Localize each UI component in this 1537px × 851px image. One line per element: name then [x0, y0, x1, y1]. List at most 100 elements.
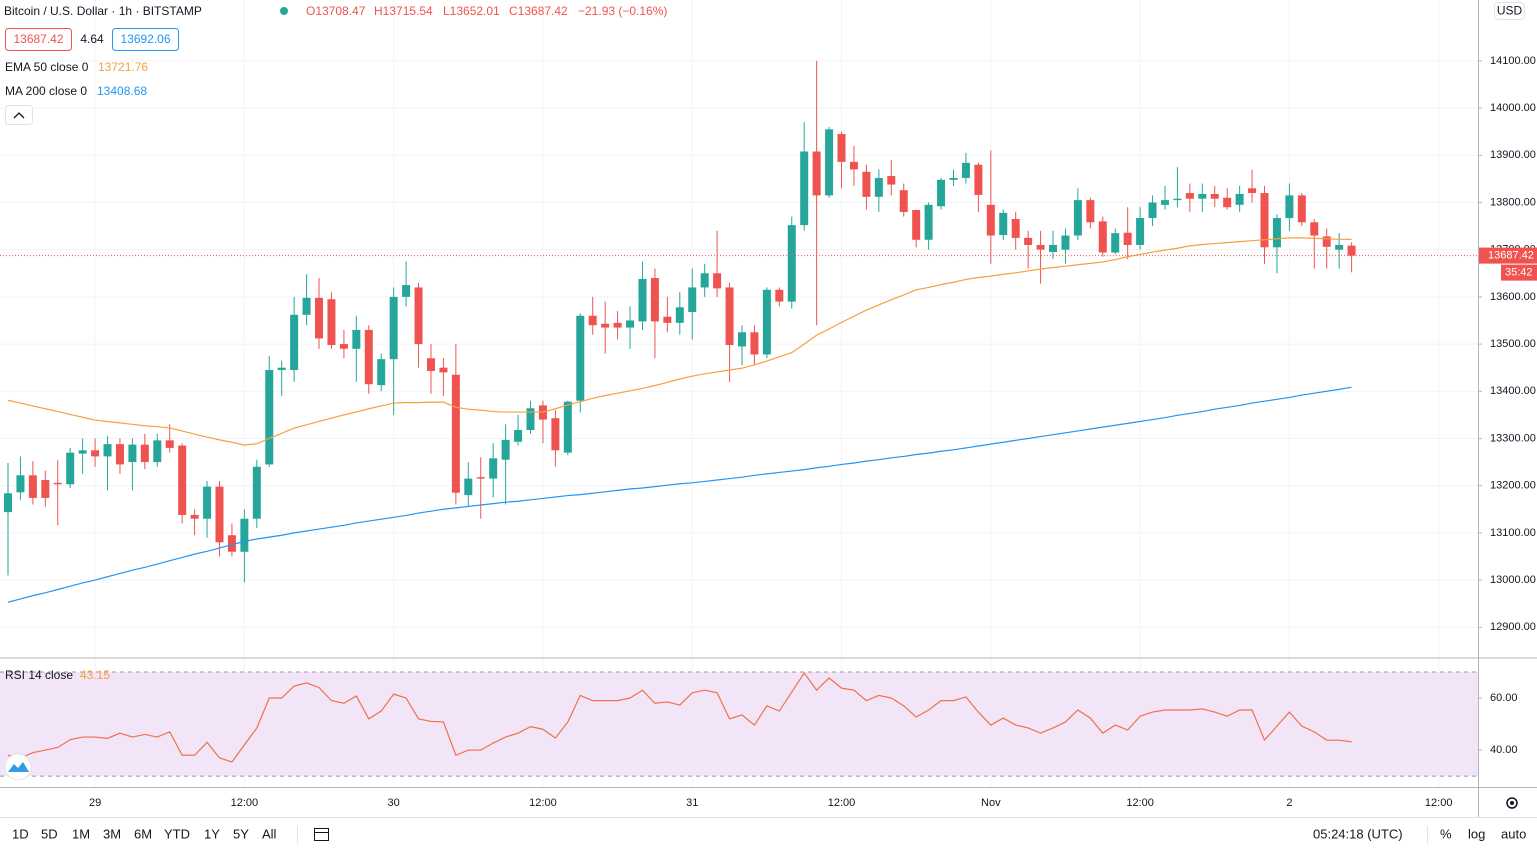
x-tick-label: 12:00	[1126, 797, 1154, 809]
candle-body	[16, 475, 25, 493]
candle-body	[675, 307, 684, 323]
range-button[interactable]: YTD	[164, 826, 190, 841]
candle-body	[825, 129, 834, 196]
ohlc-low: L13652.01	[443, 4, 500, 18]
candle-body	[78, 450, 87, 454]
candle-body	[1185, 193, 1194, 199]
candle-body	[327, 299, 336, 346]
candle-body	[1111, 233, 1120, 253]
y-tick-label: 14100.00	[1490, 55, 1536, 67]
grid	[0, 0, 1478, 787]
x-tick-label: 2	[1286, 797, 1292, 809]
scale-option[interactable]: %	[1440, 826, 1452, 841]
candle-body	[1098, 221, 1107, 253]
range-button[interactable]: 5Y	[233, 826, 249, 841]
countdown: 35:42	[1505, 267, 1533, 279]
candle-body	[1335, 244, 1344, 250]
scale-option[interactable]: auto	[1501, 826, 1526, 841]
candle-body	[451, 374, 460, 493]
currency-box[interactable]	[1494, 2, 1525, 20]
candle-body	[775, 289, 784, 302]
bid-box[interactable]	[5, 28, 72, 51]
candle-body	[364, 329, 373, 385]
candle-body	[1223, 197, 1232, 208]
candle-body	[265, 370, 274, 465]
logo-badge[interactable]	[4, 753, 32, 781]
range-button[interactable]: 1Y	[204, 826, 220, 841]
currency[interactable]: USD	[1497, 4, 1523, 18]
y-tick-label: 13500.00	[1490, 338, 1536, 350]
candle-body	[103, 444, 112, 457]
logo[interactable]	[8, 762, 29, 772]
candle-body	[1148, 202, 1157, 219]
y-tick-label: 13400.00	[1490, 385, 1536, 397]
range-button[interactable]: All	[262, 826, 277, 841]
settings-icon[interactable]	[1506, 797, 1518, 809]
candle-body	[862, 171, 871, 197]
candle-body	[514, 429, 523, 442]
candle-body	[1272, 218, 1281, 248]
candle-body	[912, 210, 921, 240]
candle-body	[1011, 219, 1020, 238]
collapse-button[interactable]	[5, 105, 33, 125]
candle-body	[750, 332, 759, 355]
rsi-legend-name: RSI 14 close	[5, 668, 73, 682]
x-tick-label: 12:00	[1425, 797, 1453, 809]
candle-body	[426, 358, 435, 371]
range-button[interactable]: 1D	[12, 826, 29, 841]
candle-body	[849, 161, 858, 170]
ema-legend-name: EMA 50 close 0	[5, 60, 89, 74]
range-button[interactable]: 5D	[41, 826, 58, 841]
candle-body	[601, 323, 610, 328]
countdown-box	[1501, 264, 1537, 281]
x-tick-label: 12:00	[529, 797, 557, 809]
candle-body	[489, 458, 498, 479]
candle-body	[377, 359, 386, 386]
collapse-icon[interactable]	[13, 112, 25, 119]
x-tick-label: 30	[388, 797, 400, 809]
ask-price[interactable]: 13692.06	[120, 32, 170, 46]
candle-body	[290, 314, 299, 371]
range-button[interactable]: 1M	[72, 826, 90, 841]
candle-body	[1086, 200, 1095, 223]
ask-box[interactable]	[112, 28, 179, 51]
utc-clock[interactable]: 05:24:18 (UTC)	[1313, 826, 1403, 841]
y-tick-label: 13200.00	[1490, 480, 1536, 492]
candle-body	[28, 475, 37, 498]
candle-body	[887, 176, 896, 185]
candle-body	[339, 344, 348, 349]
candle-body	[476, 477, 485, 479]
candle-body	[551, 418, 560, 451]
candle-body	[1285, 195, 1294, 219]
candle-body	[1160, 200, 1169, 205]
range-button[interactable]: 6M	[134, 826, 152, 841]
indicator-line	[7, 237, 1352, 446]
candle-body	[178, 445, 187, 515]
x-tick-label: 29	[89, 797, 101, 809]
candle-body	[1073, 200, 1082, 236]
candle-body	[352, 329, 361, 349]
candle-body	[227, 535, 236, 552]
candle-body	[688, 287, 697, 312]
candle-body	[638, 278, 647, 322]
candle-body	[66, 452, 75, 485]
candle-body	[663, 316, 672, 323]
y-tick-label: 13300.00	[1490, 432, 1536, 444]
spread: 4.64	[80, 32, 104, 46]
candle-body	[215, 486, 224, 543]
settings-icon-center[interactable]	[1510, 801, 1514, 805]
scale-option[interactable]: log	[1468, 826, 1485, 841]
candle-body	[1061, 235, 1070, 250]
candle-body	[576, 315, 585, 401]
x-tick-label: 12:00	[828, 797, 856, 809]
candle-body	[812, 151, 821, 196]
range-button[interactable]: 3M	[103, 826, 121, 841]
candle-body	[53, 482, 62, 485]
date-range-icon[interactable]	[314, 828, 329, 841]
candle-body	[439, 367, 448, 373]
candle-body	[115, 444, 124, 465]
bid-price[interactable]: 13687.42	[13, 32, 63, 46]
candle-body	[1123, 232, 1132, 245]
